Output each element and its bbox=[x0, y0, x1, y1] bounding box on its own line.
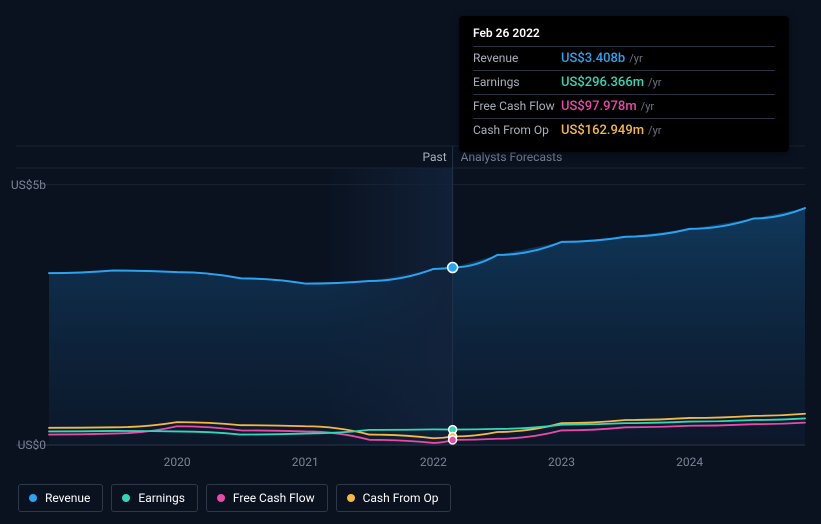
tooltip-row-value: US$3.408b bbox=[561, 51, 625, 66]
x-axis-label: 2024 bbox=[676, 455, 703, 469]
tooltip-row-label: Earnings bbox=[473, 75, 561, 89]
legend-label: Cash From Op bbox=[363, 491, 439, 505]
legend-dot-icon bbox=[122, 494, 130, 502]
tooltip-row-value: US$97.978m bbox=[561, 99, 637, 114]
tooltip-date: Feb 26 2022 bbox=[473, 26, 775, 47]
legend-label: Free Cash Flow bbox=[233, 491, 315, 505]
x-axis-label: 2021 bbox=[292, 455, 319, 469]
tooltip-row-unit: /yr bbox=[648, 124, 661, 137]
section-label-future: Analysts Forecasts bbox=[461, 150, 563, 164]
legend-dot-icon bbox=[29, 494, 37, 502]
tooltip-row-unit: /yr bbox=[629, 52, 642, 65]
tooltip-row-unit: /yr bbox=[641, 100, 654, 113]
legend-item-cash_from_op[interactable]: Cash From Op bbox=[336, 484, 452, 512]
tooltip-row-value: US$296.366m bbox=[561, 75, 644, 90]
x-axis-label: 2022 bbox=[420, 455, 447, 469]
legend-label: Revenue bbox=[45, 491, 90, 505]
tooltip-row-label: Free Cash Flow bbox=[473, 99, 561, 113]
legend-dot-icon bbox=[217, 494, 225, 502]
earnings-chart: US$5b US$0 2020 2021 2022 2023 2024 Past Anal… bbox=[0, 0, 821, 524]
tooltip-row: Free Cash FlowUS$97.978m/yr bbox=[473, 95, 775, 119]
x-axis-label: 2023 bbox=[548, 455, 575, 469]
chart-tooltip: Feb 26 2022 RevenueUS$3.408b/yrEarningsU… bbox=[459, 16, 789, 152]
x-axis-label: 2020 bbox=[164, 455, 191, 469]
tooltip-row: RevenueUS$3.408b/yr bbox=[473, 47, 775, 71]
legend-dot-icon bbox=[347, 494, 355, 502]
legend-item-earnings[interactable]: Earnings bbox=[111, 484, 198, 512]
tooltip-row-value: US$162.949m bbox=[561, 123, 644, 138]
tooltip-row: Cash From OpUS$162.949m/yr bbox=[473, 119, 775, 142]
section-label-past: Past bbox=[422, 150, 446, 164]
chart-legend: Revenue Earnings Free Cash Flow Cash From O… bbox=[18, 484, 451, 512]
tooltip-row-label: Revenue bbox=[473, 51, 561, 65]
tooltip-row: EarningsUS$296.366m/yr bbox=[473, 71, 775, 95]
y-axis-label: US$0 bbox=[6, 438, 46, 452]
legend-label: Earnings bbox=[138, 491, 185, 505]
tooltip-row-unit: /yr bbox=[648, 76, 661, 89]
tooltip-row-label: Cash From Op bbox=[473, 123, 561, 137]
legend-item-free_cash_flow[interactable]: Free Cash Flow bbox=[206, 484, 328, 512]
legend-item-revenue[interactable]: Revenue bbox=[18, 484, 103, 512]
y-axis-label: US$5b bbox=[6, 178, 46, 192]
